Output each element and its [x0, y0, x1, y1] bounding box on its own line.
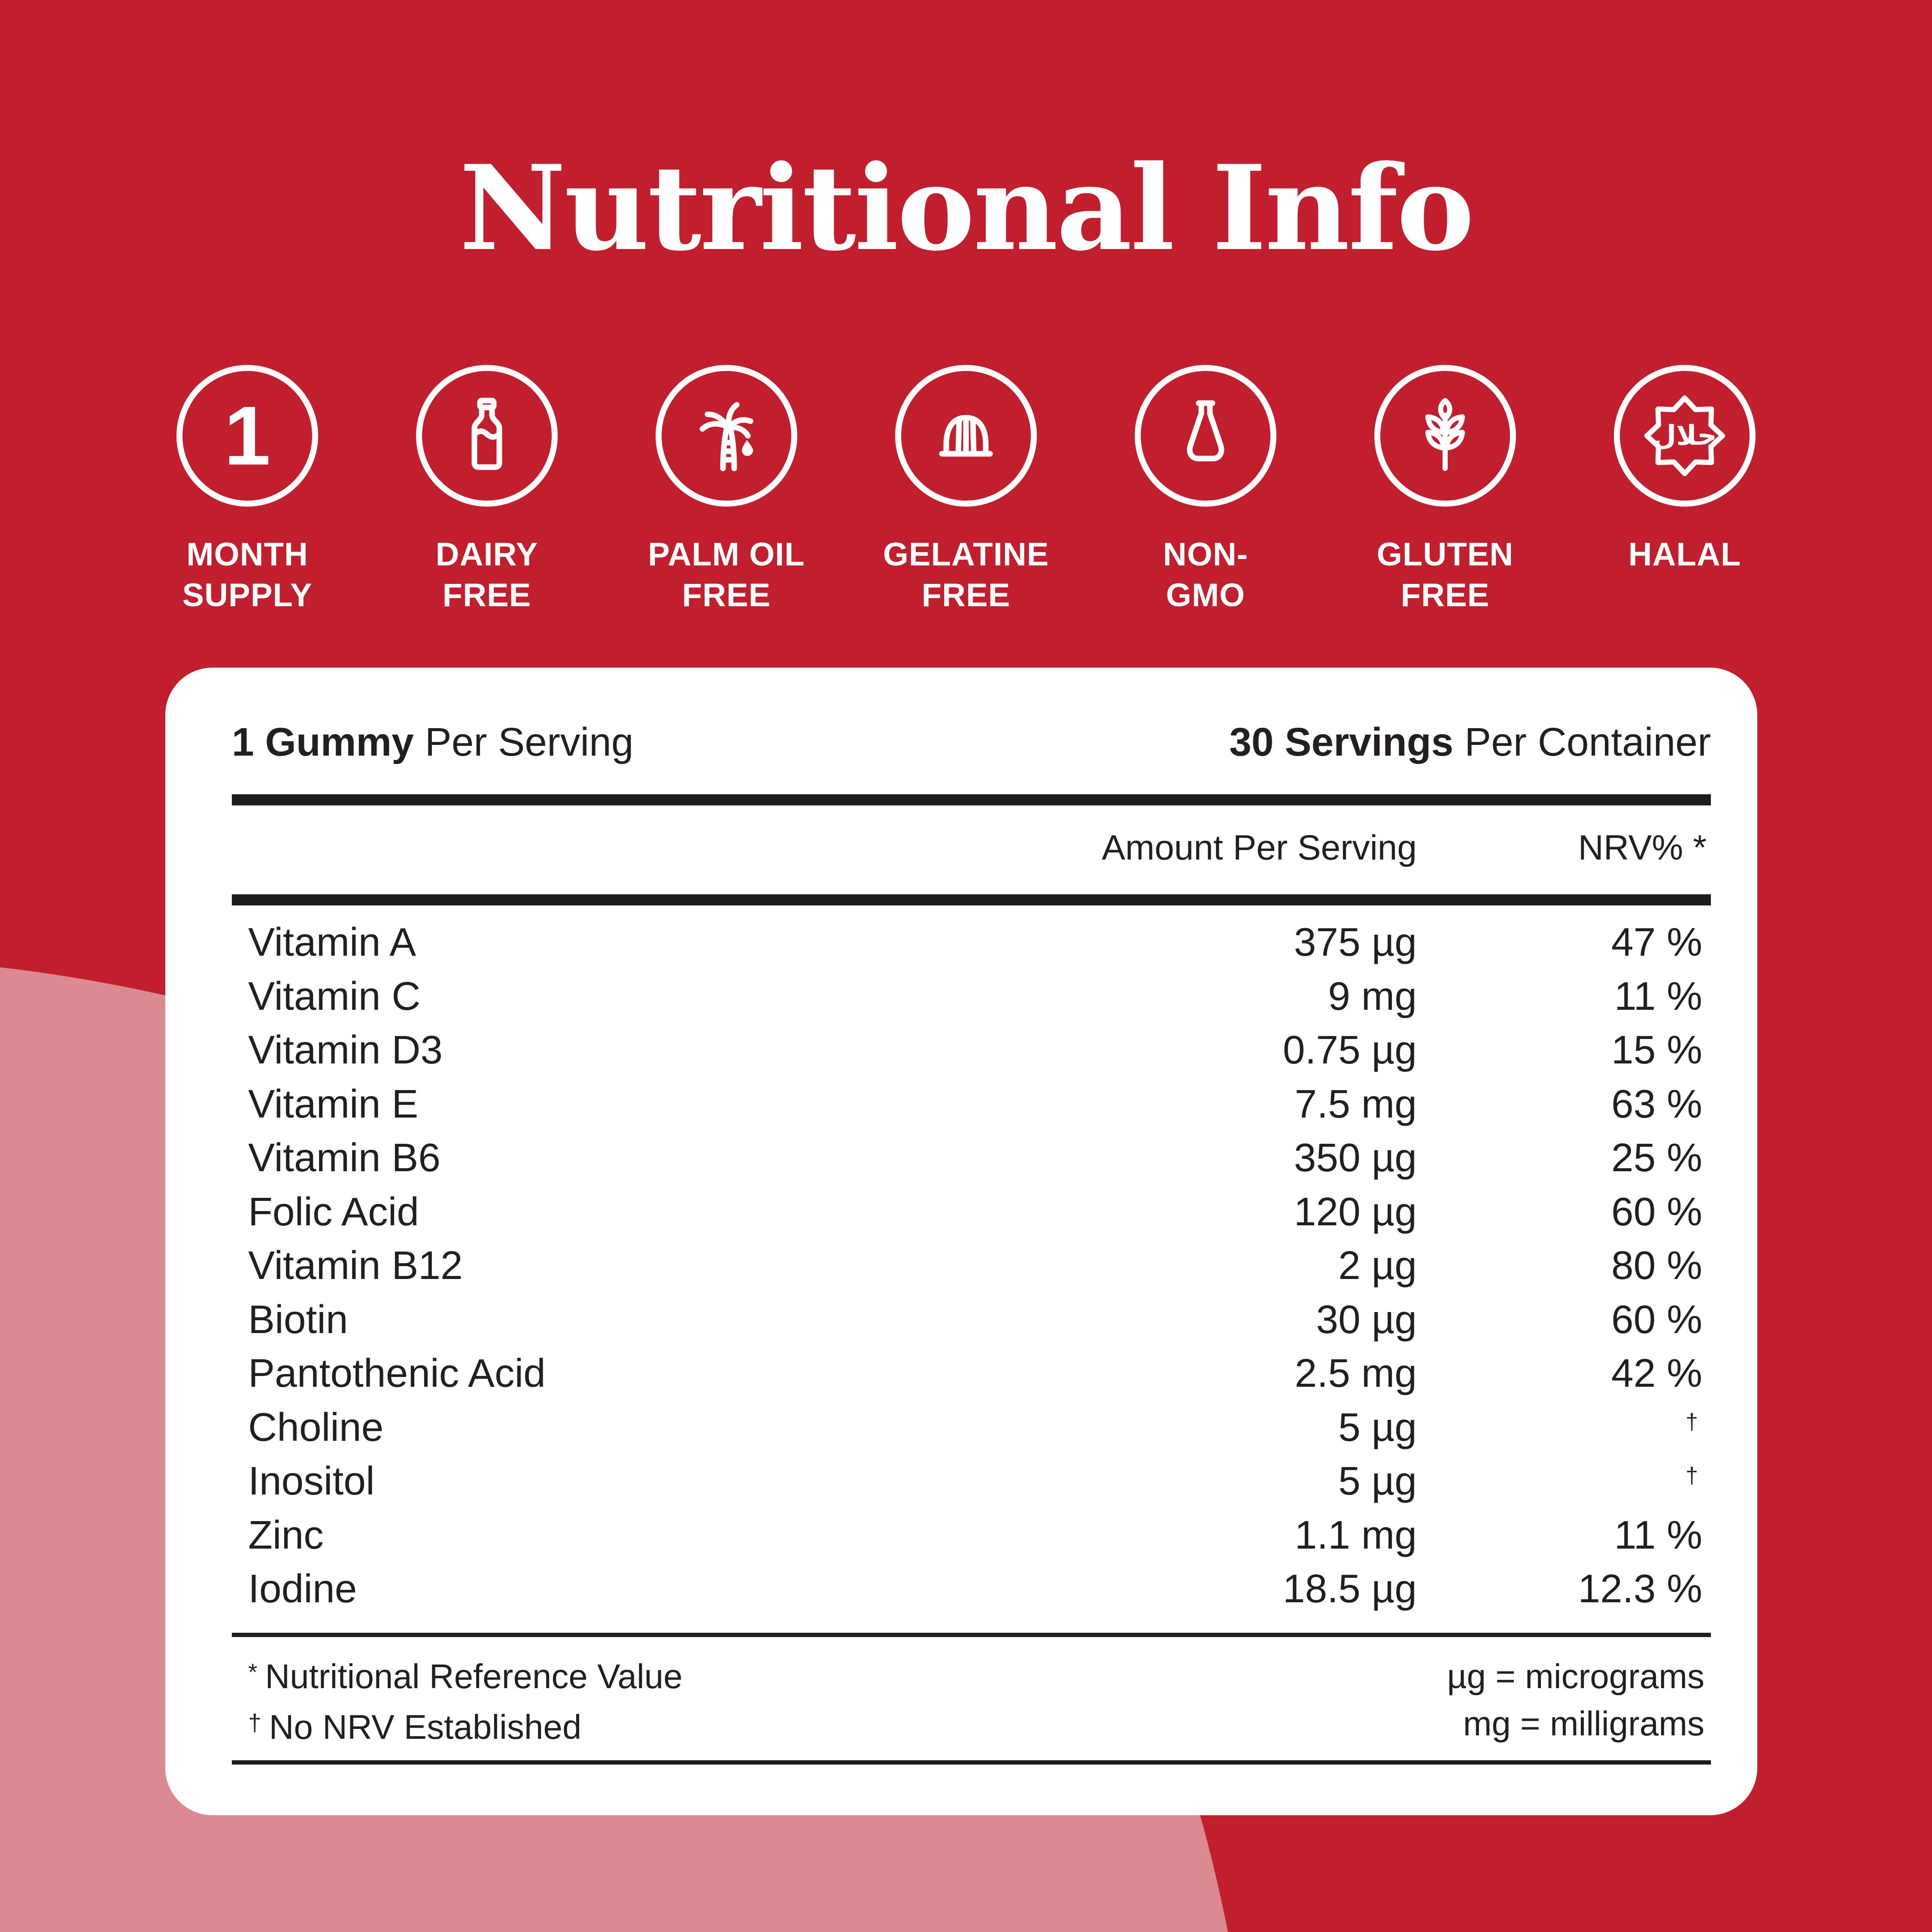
badge-label-gelatine-free: GELATINE FREE — [883, 536, 1049, 614]
table-row: Vitamin E 7.5 mg 63 % — [232, 1077, 1711, 1131]
nutrient-amount: 5 µg — [1338, 1404, 1417, 1449]
badge-month-supply: 1 MONTH SUPPLY — [176, 365, 318, 616]
nutrient-amount: 5 µg — [1338, 1458, 1417, 1503]
footnote-milligrams: mg = milligrams — [1463, 1704, 1704, 1743]
nutrient-amount: 375 µg — [1294, 920, 1417, 964]
footnotes-right: µg = micrograms mg = milligrams — [1447, 1653, 1704, 1747]
table-row: Vitamin A 375 µg 47 % — [232, 915, 1711, 969]
nutrient-name: Vitamin D3 — [248, 1027, 443, 1072]
dagger-symbol: † — [248, 1709, 261, 1736]
nutrient-nrv: 25 % — [1611, 1135, 1702, 1180]
month-supply-icon: 1 — [176, 365, 318, 507]
nutrient-name: Biotin — [248, 1297, 348, 1342]
nutrition-facts-card: 1 Gummy Per Serving 30 Servings Per Cont… — [165, 668, 1757, 1815]
table-row: Zinc 1.1 mg 11 % — [232, 1508, 1711, 1562]
nutrient-name: Folic Acid — [248, 1189, 419, 1234]
badge-dairy-free: DAIRY FREE — [416, 365, 558, 616]
nutrient-name: Vitamin E — [248, 1081, 419, 1126]
divider-thin-top — [232, 1633, 1711, 1637]
nutrient-nrv-dagger: † — [1686, 1463, 1698, 1488]
palm-tree-icon — [656, 365, 797, 507]
nutrient-nrv: 63 % — [1611, 1081, 1702, 1126]
badge-label-non-gmo: NON- GMO — [1163, 536, 1249, 614]
asterisk-symbol: * — [248, 1658, 258, 1685]
badge-gelatine-free: GELATINE FREE — [883, 365, 1048, 616]
table-row: Folic Acid 120 µg 60 % — [232, 1185, 1711, 1239]
servings-per-container: 30 Servings Per Container — [1229, 719, 1711, 764]
badge-label-month-supply: MONTH SUPPLY — [182, 536, 313, 614]
table-row: Vitamin D3 0.75 µg 15 % — [232, 1023, 1711, 1077]
divider-thick-top — [232, 794, 1711, 805]
halal-icon: حلال — [1614, 365, 1756, 507]
nutrient-name: Zinc — [248, 1512, 324, 1557]
nutrient-nrv: 80 % — [1611, 1243, 1702, 1288]
table-row: Biotin 30 µg 60 % — [232, 1293, 1711, 1347]
nutrient-amount: 350 µg — [1294, 1135, 1417, 1180]
table-row: Vitamin C 9 mg 11 % — [232, 969, 1711, 1024]
badge-label-halal: HALAL — [1628, 536, 1741, 573]
nutrient-name: Vitamin C — [248, 973, 421, 1018]
table-row: Pantothenic Acid 2.5 mg 42 % — [232, 1346, 1711, 1400]
footnotes-left: * Nutritional Reference Value † No NRV Est… — [248, 1653, 683, 1754]
divider-thick-bottom — [232, 894, 1711, 905]
nutrient-name: Vitamin A — [248, 920, 416, 964]
nutrient-table: Vitamin A 375 µg 47 % Vitamin C 9 mg 11 % Vi… — [232, 915, 1711, 1616]
badge-non-gmo: NON- GMO — [1135, 365, 1276, 616]
column-header-nrv: NRV% * — [1578, 828, 1707, 867]
month-supply-number: 1 — [224, 389, 271, 483]
wheat-icon — [1374, 365, 1516, 507]
table-row: Inositol 5 µg † — [232, 1454, 1711, 1508]
page-title: Nutritional Info — [459, 140, 1475, 277]
nutrient-amount: 7.5 mg — [1294, 1081, 1417, 1126]
badge-label-dairy-free: DAIRY FREE — [435, 536, 538, 614]
nutrient-nrv: 60 % — [1611, 1189, 1702, 1234]
table-row: Choline 5 µg † — [232, 1400, 1711, 1455]
table-column-headers: Amount Per Serving NRV% * — [232, 824, 1711, 872]
nutrient-nrv: 11 % — [1614, 973, 1702, 1018]
badge-label-gluten-free: GLUTEN FREE — [1376, 536, 1514, 614]
nutrient-name: Pantothenic Acid — [248, 1351, 546, 1395]
nutrient-name: Choline — [248, 1404, 384, 1449]
flask-icon — [1135, 365, 1276, 507]
nutrient-amount: 30 µg — [1316, 1297, 1417, 1342]
nutrient-amount: 1.1 mg — [1294, 1512, 1417, 1557]
table-row: Vitamin B6 350 µg 25 % — [232, 1131, 1711, 1185]
footnote-no-nrv: No NRV Established — [269, 1708, 582, 1746]
nutrient-nrv: 15 % — [1611, 1027, 1702, 1072]
badge-gluten-free: GLUTEN FREE — [1374, 365, 1516, 616]
column-header-amount: Amount Per Serving — [1102, 828, 1417, 867]
badge-palm-oil-free: PALM OIL FREE — [648, 365, 805, 616]
nutrient-nrv: 11 % — [1614, 1512, 1702, 1557]
halal-arabic-text: حلال — [1652, 420, 1717, 452]
nutrient-amount: 0.75 µg — [1282, 1027, 1417, 1072]
footnote-nrv-definition: Nutritional Reference Value — [265, 1657, 683, 1695]
nutrient-amount: 2.5 mg — [1294, 1351, 1417, 1395]
feature-badges-row: 1 MONTH SUPPLY DAIRY FREE — [0, 365, 1932, 616]
footnote-micrograms: µg = micrograms — [1447, 1657, 1704, 1695]
serving-size: 1 Gummy Per Serving — [232, 719, 634, 764]
milk-bottle-icon — [416, 365, 558, 507]
table-row: Iodine 18.5 µg 12.3 % — [232, 1562, 1711, 1616]
badge-label-palm-oil-free: PALM OIL FREE — [648, 536, 805, 614]
nutrient-amount: 9 mg — [1328, 973, 1417, 1018]
table-row: Vitamin B12 2 µg 80 % — [232, 1239, 1711, 1293]
divider-thin-bottom — [232, 1760, 1711, 1765]
nutrient-nrv: 12.3 % — [1578, 1566, 1702, 1611]
nutrient-nrv-dagger: † — [1686, 1409, 1698, 1434]
nutrient-amount: 120 µg — [1294, 1189, 1417, 1234]
nutrient-name: Vitamin B12 — [248, 1243, 463, 1288]
nutrient-name: Vitamin B6 — [248, 1135, 441, 1180]
serving-info-row: 1 Gummy Per Serving 30 Servings Per Cont… — [232, 718, 1711, 766]
nutrient-amount: 18.5 µg — [1282, 1566, 1417, 1611]
jelly-icon — [895, 365, 1037, 507]
nutrient-nrv: 60 % — [1611, 1297, 1702, 1342]
nutrient-amount: 2 µg — [1338, 1243, 1417, 1288]
nutrient-name: Iodine — [248, 1566, 357, 1611]
nutrient-name: Inositol — [248, 1458, 375, 1503]
badge-halal: حلال HALAL — [1614, 365, 1756, 616]
nutrient-nrv: 42 % — [1611, 1351, 1702, 1395]
nutrient-nrv: 47 % — [1611, 920, 1702, 964]
